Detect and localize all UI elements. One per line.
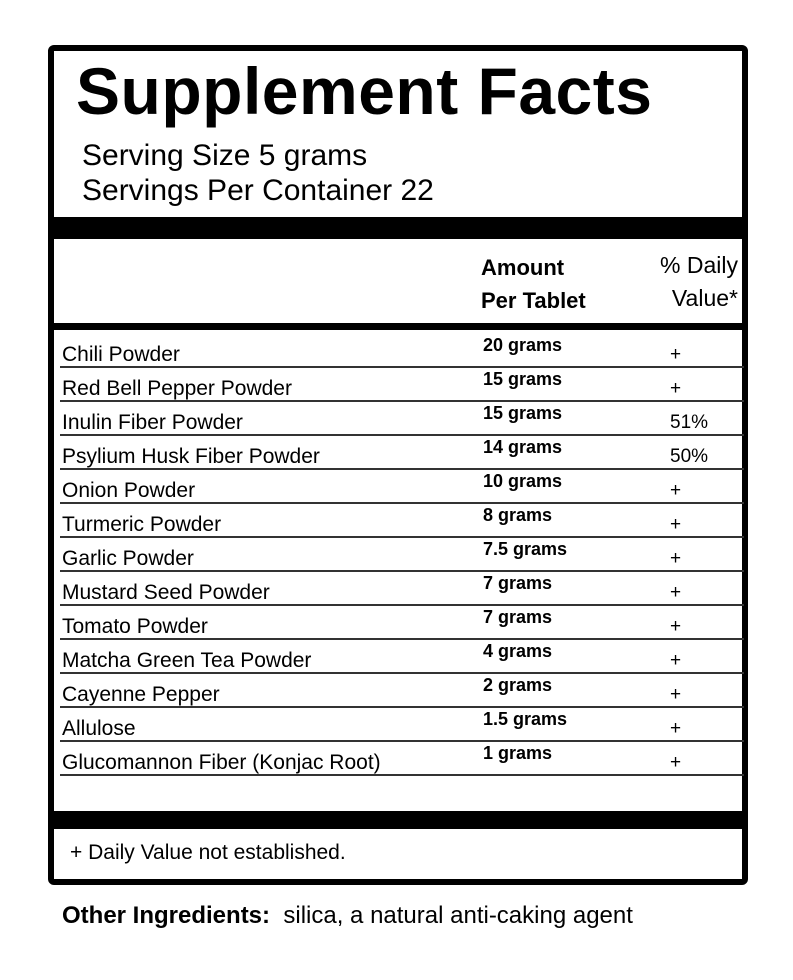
ingredient-row: Mustard Seed Powder 7 grams +	[60, 572, 744, 606]
ingredient-row: Matcha Green Tea Powder 4 grams +	[60, 640, 744, 674]
dv-header-line1: % Daily	[660, 252, 738, 278]
ingredient-daily-value: +	[670, 514, 682, 535]
ingredient-amount: 20 grams	[483, 335, 563, 355]
ingredient-name: Psylium Husk Fiber Powder	[62, 445, 320, 468]
amount-header-line1: Amount	[481, 255, 565, 280]
ingredient-row: Chili Powder 20 grams +	[60, 334, 744, 368]
ingredient-daily-value: 50%	[670, 446, 709, 467]
thick-divider-bottom	[54, 811, 742, 829]
ingredient-amount: 1.5 grams	[483, 709, 568, 729]
other-ingredients-label: Other Ingredients:	[62, 902, 271, 929]
ingredient-name: Allulose	[62, 717, 136, 740]
footnote: + Daily Value not established.	[70, 841, 346, 864]
ingredient-daily-value: +	[670, 344, 682, 365]
ingredient-name: Chili Powder	[62, 343, 180, 366]
ingredient-daily-value: +	[670, 480, 682, 501]
amount-header: Amount Per Tablet	[481, 251, 586, 317]
ingredient-amount: 15 grams	[483, 403, 563, 423]
ingredient-daily-value: +	[670, 650, 682, 671]
ingredient-daily-value: +	[670, 718, 682, 739]
ingredient-daily-value: +	[670, 582, 682, 603]
other-ingredients: Other Ingredients: silica, a natural ant…	[62, 900, 742, 932]
ingredient-name: Mustard Seed Powder	[62, 581, 270, 604]
ingredient-amount: 10 grams	[483, 471, 563, 491]
ingredient-row: Cayenne Pepper 2 grams +	[60, 674, 744, 708]
ingredient-row: Red Bell Pepper Powder 15 grams +	[60, 368, 744, 402]
daily-value-header: % Daily Value*	[660, 249, 738, 315]
ingredient-row: Allulose 1.5 grams +	[60, 708, 744, 742]
ingredient-row: Onion Powder 10 grams +	[60, 470, 744, 504]
ingredient-name: Garlic Powder	[62, 547, 194, 570]
ingredient-row: Turmeric Powder 8 grams +	[60, 504, 744, 538]
amount-header-line2: Per Tablet	[481, 288, 586, 313]
ingredient-name: Onion Powder	[62, 479, 196, 502]
other-ingredients-text: silica, a natural anti-caking agent	[283, 902, 633, 929]
ingredient-daily-value: 51%	[670, 412, 709, 433]
ingredient-amount: 15 grams	[483, 369, 563, 389]
ingredient-name: Red Bell Pepper Powder	[62, 377, 292, 400]
ingredient-daily-value: +	[670, 378, 682, 399]
thick-divider	[54, 217, 742, 239]
serving-size: Serving Size 5 grams	[82, 139, 368, 172]
ingredient-row: Psylium Husk Fiber Powder 14 grams 50%	[60, 436, 744, 470]
ingredient-amount: 14 grams	[483, 437, 563, 457]
ingredient-row: Inulin Fiber Powder 15 grams 51%	[60, 402, 744, 436]
header-divider	[54, 323, 742, 330]
ingredient-amount: 7.5 grams	[483, 539, 568, 559]
ingredient-name: Matcha Green Tea Powder	[62, 649, 312, 672]
ingredient-name: Tomato Powder	[62, 615, 208, 638]
ingredient-amount: 4 grams	[483, 641, 553, 661]
ingredient-name: Turmeric Powder	[62, 513, 222, 536]
ingredient-amount: 7 grams	[483, 573, 553, 593]
ingredient-daily-value: +	[670, 684, 682, 705]
panel-title: Supplement Facts	[76, 54, 653, 128]
ingredient-row: Tomato Powder 7 grams +	[60, 606, 744, 640]
ingredient-name: Glucomannon Fiber (Konjac Root)	[62, 751, 381, 774]
ingredient-name: Inulin Fiber Powder	[62, 411, 243, 434]
servings-per-container: Servings Per Container 22	[82, 174, 434, 207]
ingredient-daily-value: +	[670, 548, 682, 569]
ingredient-name: Cayenne Pepper	[62, 683, 220, 706]
supplement-facts-panel: Supplement Facts Serving Size 5 grams Se…	[48, 45, 748, 885]
ingredient-amount: 8 grams	[483, 505, 553, 525]
ingredient-row: Garlic Powder 7.5 grams +	[60, 538, 744, 572]
ingredient-daily-value: +	[670, 752, 682, 773]
ingredient-amount: 2 grams	[483, 675, 553, 695]
ingredient-row: Glucomannon Fiber (Konjac Root) 1 grams +	[60, 742, 744, 776]
ingredient-amount: 7 grams	[483, 607, 553, 627]
ingredient-amount: 1 grams	[483, 743, 553, 763]
dv-header-line2: Value*	[671, 285, 738, 311]
ingredient-daily-value: +	[670, 616, 682, 637]
